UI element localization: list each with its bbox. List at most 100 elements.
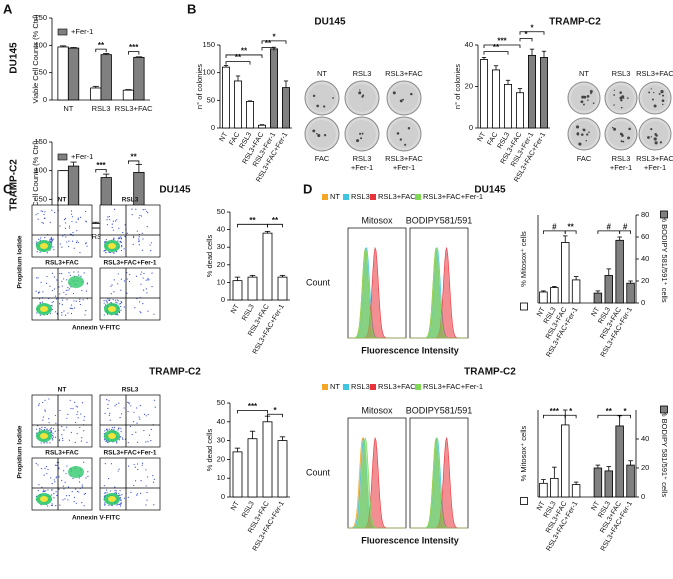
flow-event	[150, 249, 152, 252]
flow-event	[55, 298, 58, 300]
flow-density-core	[40, 243, 48, 249]
bar	[122, 89, 135, 101]
flow-event	[127, 411, 129, 413]
flow-event	[61, 426, 63, 428]
legend-label: NT	[330, 382, 340, 391]
significance-bracket	[95, 48, 107, 53]
flow-event	[118, 494, 120, 496]
y-tick-label: 150	[34, 13, 47, 22]
flow-event	[85, 210, 87, 213]
flow-event	[44, 467, 46, 470]
bar	[615, 425, 624, 498]
flow-event	[118, 311, 121, 314]
significance-bracket	[267, 223, 283, 228]
y-tick-label: 50	[217, 207, 225, 216]
bar	[232, 280, 243, 301]
legend-swatch	[322, 384, 328, 390]
colony	[361, 95, 364, 98]
legend-label: RSL3	[351, 382, 370, 391]
y-tick-label: 20	[217, 260, 225, 269]
flow-event	[78, 481, 81, 483]
flow-event	[38, 429, 41, 431]
flow-event	[47, 505, 49, 507]
flow-event	[118, 227, 120, 229]
flow-event	[139, 311, 141, 313]
flow-event	[123, 248, 125, 250]
flow-event	[83, 493, 85, 495]
significance-label: **	[241, 47, 248, 56]
colony	[620, 106, 623, 109]
flow-event	[77, 271, 79, 273]
flow-event	[117, 470, 119, 472]
y-tick-label: 20	[217, 454, 225, 463]
flow-event	[146, 499, 148, 501]
bar	[550, 287, 559, 304]
flow-event	[49, 428, 52, 430]
flow-event	[72, 477, 74, 480]
flow-plot-label: NT	[58, 197, 67, 204]
flow-event	[147, 441, 149, 443]
flow-event	[44, 211, 46, 213]
flow-event	[81, 437, 83, 439]
flow-event	[38, 238, 40, 240]
flow-event	[110, 293, 112, 295]
flow-event	[86, 282, 89, 284]
flow-event	[76, 230, 78, 232]
y2-label-key	[660, 210, 668, 219]
bar	[133, 56, 145, 101]
y-tick-label: 0	[43, 95, 47, 104]
bar	[277, 276, 288, 301]
flow-event	[147, 413, 149, 416]
colony	[647, 136, 650, 139]
flow-event	[64, 222, 67, 224]
flow-event	[132, 421, 135, 423]
flow-event	[146, 226, 148, 228]
flow-event	[63, 278, 65, 280]
colony	[356, 139, 360, 143]
flow-event	[52, 435, 54, 437]
flow-event	[41, 426, 43, 428]
colony	[626, 97, 629, 99]
colony	[588, 131, 590, 133]
significance-label: **	[131, 153, 138, 162]
flow-event	[145, 441, 147, 443]
flow-event	[147, 476, 149, 478]
flow-event	[53, 249, 55, 251]
flow-event	[128, 465, 130, 467]
flow-event	[150, 428, 152, 431]
flow-event	[84, 314, 86, 316]
flow-event	[48, 422, 50, 424]
flow-event	[112, 298, 114, 301]
colony	[576, 132, 579, 135]
x-tick-label: RSL3	[241, 500, 256, 519]
flow-density-core	[108, 306, 116, 312]
flow-event	[115, 492, 118, 495]
flow-event	[104, 463, 106, 465]
plate-label: RSL3+FAC	[636, 69, 673, 78]
flow-event	[103, 302, 105, 304]
flow-event	[120, 238, 123, 240]
flow-event	[138, 244, 140, 246]
y-tick-label: 150	[202, 40, 215, 49]
flow-event	[113, 279, 115, 281]
flow-event	[83, 419, 85, 421]
colony	[359, 89, 361, 91]
y2-tick-label: 80	[641, 210, 649, 219]
bar	[539, 482, 548, 498]
flow-event	[139, 492, 142, 494]
flow-event	[140, 273, 142, 275]
flow-event	[117, 283, 119, 285]
flow-event	[116, 441, 118, 443]
plate-label: RSL3+FAC	[385, 69, 423, 78]
flow-event	[70, 304, 73, 306]
flow-event	[35, 290, 37, 292]
bar	[571, 484, 581, 498]
colony-plate-inner	[571, 121, 597, 147]
flow-event	[114, 299, 117, 301]
flow-event	[84, 416, 86, 418]
flow-event	[143, 429, 145, 432]
legend-swatch	[322, 194, 328, 200]
y2-tick-label: 0	[641, 298, 645, 307]
flow-event	[105, 240, 107, 243]
